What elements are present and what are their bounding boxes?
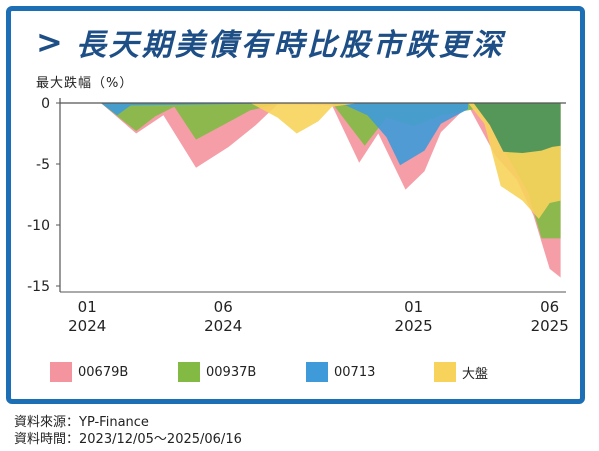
x-tick-year: 2025 <box>395 317 433 335</box>
legend-label: 00679B <box>78 364 129 380</box>
y-axis-label: 最大跌幅（%） <box>36 76 134 91</box>
x-tick-year: 2024 <box>204 317 242 335</box>
y-tick-label: 0 <box>41 96 50 112</box>
legend-item: 00679B <box>50 362 178 382</box>
y-tick-label: -10 <box>27 218 50 234</box>
series-area-00679b <box>60 103 561 278</box>
y-tick-label: -5 <box>36 157 50 173</box>
x-tick-month: 06 <box>214 298 233 316</box>
x-tick-year: 2025 <box>531 317 569 335</box>
source-line: 資料來源：YP-Finance <box>14 415 149 430</box>
overlap-area <box>60 103 561 153</box>
legend-label: 00937B <box>206 364 257 380</box>
legend-swatch <box>434 362 456 382</box>
legend-label: 大盤 <box>462 366 489 382</box>
legend: 00679B 00937B 00713 大盤 <box>50 360 514 384</box>
y-tick-label: -15 <box>27 279 50 295</box>
legend-label: 00713 <box>334 364 376 380</box>
legend-swatch <box>306 362 328 382</box>
x-tick-month: 06 <box>540 298 559 316</box>
chart-frame <box>6 6 585 404</box>
x-tick-month: 01 <box>404 298 423 316</box>
series-area-00713 <box>60 103 469 166</box>
legend-item: 00713 <box>306 362 434 382</box>
chart-title-text: 長天期美債有時比股市跌更深 <box>75 28 505 63</box>
chart-title: > 長天期美債有時比股市跌更深 <box>36 22 505 63</box>
legend-swatch <box>50 362 72 382</box>
legend-item: 大盤 <box>434 362 514 382</box>
source-note: 資料來源：YP-Finance 資料時間：2023/12/05～2025/06/… <box>14 414 242 448</box>
x-tick-month: 01 <box>78 298 97 316</box>
legend-swatch <box>178 362 200 382</box>
period-line: 資料時間：2023/12/05～2025/06/16 <box>14 432 242 447</box>
legend-item: 00937B <box>178 362 306 382</box>
chevron-right-icon: > <box>36 23 66 61</box>
x-tick-year: 2024 <box>68 317 106 335</box>
